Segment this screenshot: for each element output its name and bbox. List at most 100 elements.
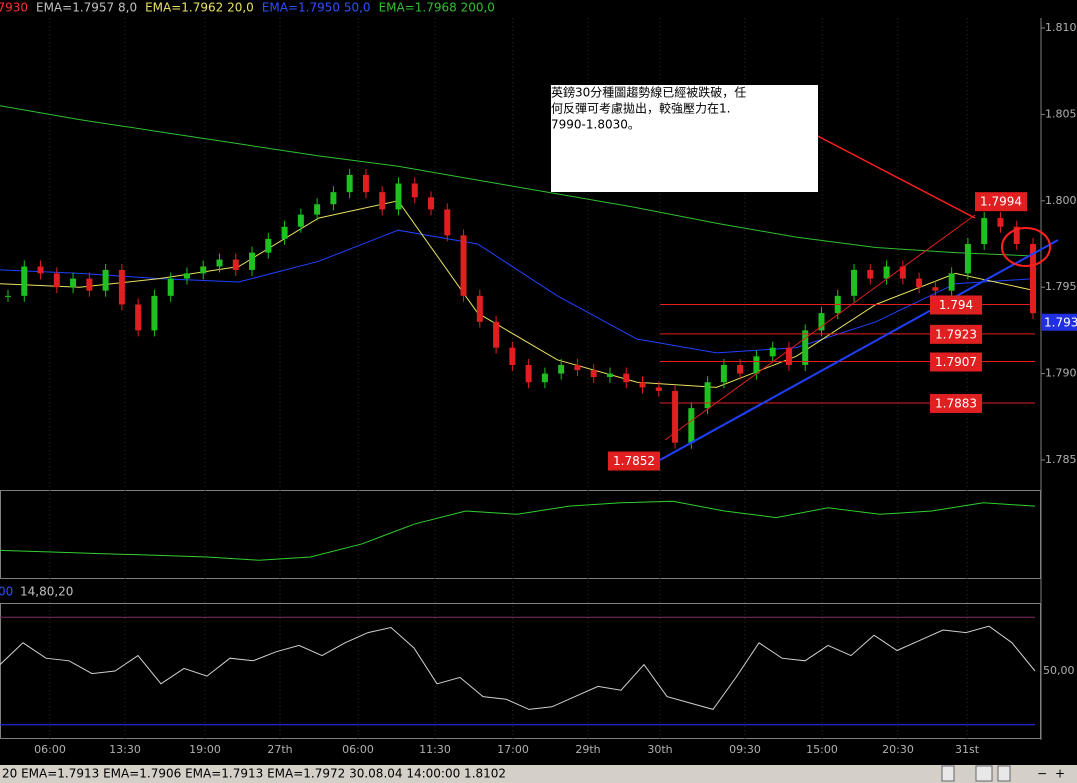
legend-entry: EMA=1.7950 50,0 (262, 1, 371, 15)
scroll-thumb[interactable] (975, 765, 993, 782)
candle-body (818, 313, 825, 331)
candle-body (216, 259, 223, 267)
x-tick-label: 19:00 (189, 743, 221, 756)
y-tick-label: 1.7950 (1045, 280, 1077, 293)
candle-body (297, 214, 304, 227)
candle-body (574, 364, 581, 371)
candle-body (53, 273, 60, 288)
x-tick-label: 09:30 (729, 743, 761, 756)
candle-body (102, 269, 109, 291)
x-tick-label: 06:00 (342, 743, 374, 756)
candle-body (655, 387, 662, 391)
candle-body (509, 347, 516, 365)
annotation-text: 英鎊30分種圖趨勢線已經被跌破，任 (551, 85, 746, 100)
candle-body (590, 370, 597, 378)
candle-body (346, 174, 353, 193)
ema-line (0, 105, 1036, 257)
y-tick-label: 1.8100 (1045, 21, 1077, 34)
candle-body (672, 390, 679, 443)
annotation-box (551, 85, 818, 192)
status-bar (0, 765, 1077, 783)
candle-body (118, 269, 125, 305)
candle-body (541, 373, 548, 383)
level-box (930, 352, 982, 372)
candle-body (623, 373, 630, 383)
candle-body (558, 364, 565, 374)
candle-body (1030, 244, 1036, 314)
candle-body (362, 174, 369, 193)
candle-body (330, 192, 337, 205)
legend-entry: EMA=1.7968 200,0 (379, 1, 495, 15)
last-price-label: 1.793 (1044, 315, 1077, 329)
level-box (930, 393, 982, 413)
annotation-text: 何反彈可考慮拋出，較強壓力在1. (551, 101, 730, 116)
candle-body (1013, 226, 1020, 244)
level-box (930, 324, 982, 344)
candle-body (428, 197, 435, 210)
oscillator-line (0, 500, 1036, 561)
price-box (608, 451, 660, 471)
arrow-line (809, 131, 976, 219)
level-label: 1.7907 (935, 355, 977, 369)
candle-body (948, 273, 955, 291)
indicator-label: 14,80,20 (20, 585, 73, 599)
candle-body (21, 266, 28, 296)
oscillator-frame (0, 603, 1041, 739)
candle-body (899, 266, 906, 279)
candle-body (5, 295, 11, 297)
candle-body (135, 304, 142, 331)
oscillator-frame (0, 490, 1041, 579)
legend-entry: EMA=1.7962 20,0 (145, 1, 254, 15)
candle-body (964, 244, 971, 274)
x-tick-label: 30th (647, 743, 672, 756)
price-box (975, 192, 1027, 212)
zoom-in[interactable]: + (1055, 767, 1065, 781)
candle-body (720, 364, 727, 383)
candle-body (753, 356, 760, 374)
level-label: 1.794 (939, 298, 973, 312)
candle-body (883, 266, 890, 279)
x-tick-label: 06:00 (34, 743, 66, 756)
candle-body (200, 266, 207, 274)
legend-entry: 1.7930 (0, 1, 28, 15)
y-tick-label: 1.8050 (1045, 107, 1077, 120)
last-price-box (1042, 313, 1077, 331)
candle-body (265, 238, 272, 253)
candle-body (86, 278, 93, 291)
candle-body (460, 235, 467, 296)
candle-body (37, 266, 44, 274)
candle-body (70, 278, 77, 288)
candle-body (476, 295, 483, 322)
ema-line (0, 200, 1036, 388)
candle-body (704, 382, 711, 409)
candle-body (314, 204, 321, 215)
highlight-circle (1001, 227, 1051, 267)
trend-line (659, 239, 1059, 461)
status-text: 20 EMA=1.7913 EMA=1.7906 EMA=1.7913 EMA=… (2, 767, 506, 781)
candle-body (932, 287, 939, 291)
candle-body (525, 364, 532, 383)
scroll-right[interactable] (997, 765, 1011, 782)
candle-body (802, 330, 809, 365)
candle-body (151, 295, 158, 331)
candle-body (981, 218, 988, 244)
candle-body (281, 226, 288, 239)
price-label: 1.7994 (980, 195, 1022, 209)
x-tick-label: 13:30 (109, 743, 141, 756)
y-tick-label: 1.8000 (1045, 194, 1077, 207)
candle-body (411, 183, 418, 198)
scroll-left[interactable] (941, 765, 955, 782)
scroll-buttons[interactable]: − + (941, 765, 1065, 782)
zoom-out[interactable]: − (1037, 767, 1047, 781)
level-label: 1.7923 (935, 327, 977, 341)
candle-body (167, 278, 174, 296)
x-tick-label: 17:00 (497, 743, 529, 756)
candle-body (639, 382, 646, 388)
candle-body (688, 408, 695, 443)
candle-body (232, 259, 239, 270)
candle-body (183, 273, 190, 279)
